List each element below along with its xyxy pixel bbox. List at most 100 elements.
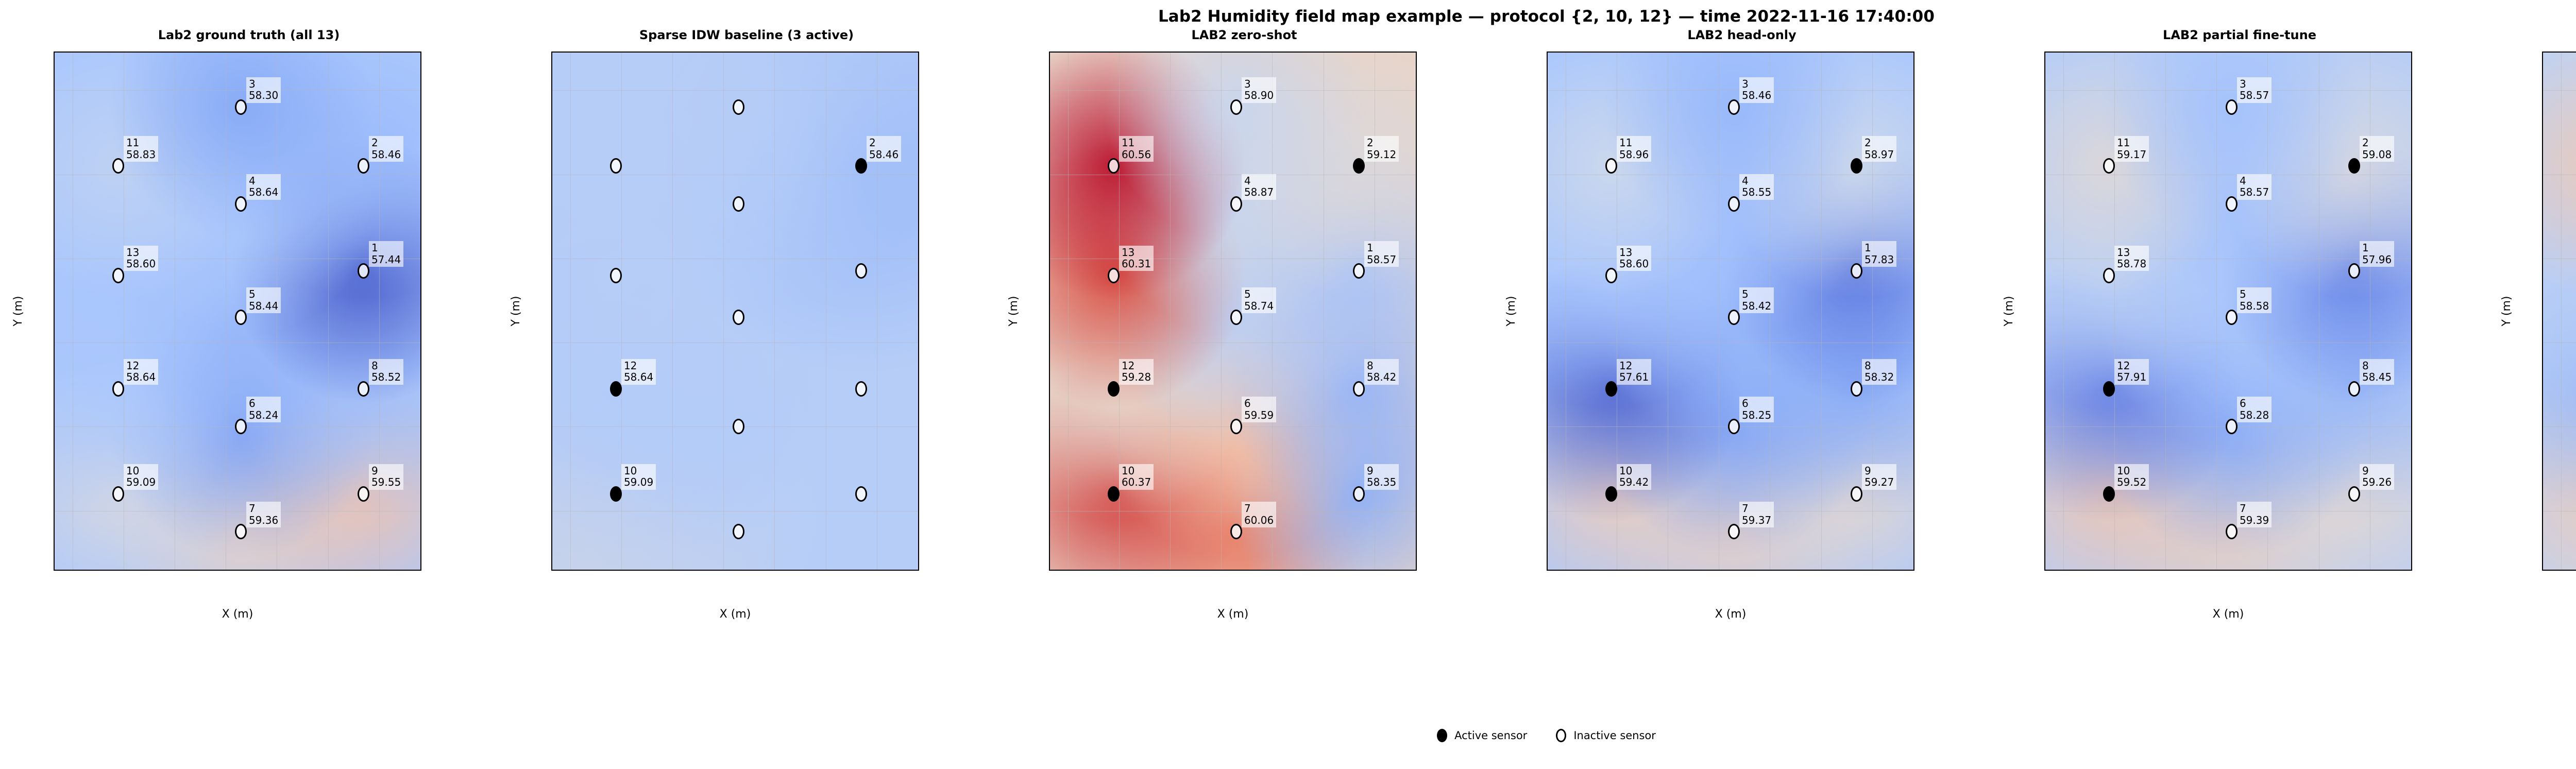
sensor-id: 3 (1741, 78, 1749, 91)
sensor-marker-inactive[interactable] (1353, 486, 1365, 502)
sensor-marker-inactive[interactable] (358, 486, 370, 502)
sensor-marker-inactive[interactable] (112, 486, 125, 502)
sensor-marker-inactive[interactable] (235, 419, 247, 435)
sensor-value-label: 8 58.52 (368, 358, 404, 385)
x-axis-label: X (m) (719, 608, 751, 621)
sensor-marker-inactive[interactable] (1353, 381, 1365, 397)
sensor-marker-inactive[interactable] (1728, 196, 1740, 212)
sensor-value-label: 4 58.87 (1241, 174, 1277, 200)
sensor-value: 58.46 (869, 148, 899, 161)
sensor-marker-inactive[interactable] (733, 524, 745, 540)
sensor-value: 59.12 (1366, 148, 1397, 161)
sensor-marker-inactive[interactable] (1108, 267, 1120, 283)
sensor-marker-inactive[interactable] (1353, 263, 1365, 279)
sensor-value-label: 10 59.42 (1616, 464, 1652, 490)
sensor-id: 1 (1864, 242, 1871, 254)
sensor-marker-inactive[interactable] (733, 99, 745, 115)
sensor-marker-inactive[interactable] (733, 419, 745, 435)
sensor-marker-inactive[interactable] (733, 196, 745, 212)
sensor-marker-inactive[interactable] (2226, 310, 2238, 326)
sensor-marker-inactive[interactable] (1728, 310, 1740, 326)
sensor-marker-inactive[interactable] (1605, 267, 1618, 283)
sensor-value: 58.58 (2239, 299, 2269, 312)
sensor-marker-inactive[interactable] (733, 310, 745, 326)
sensor-marker-inactive[interactable] (112, 158, 125, 174)
sensor-value-label: 2 59.08 (2359, 136, 2395, 162)
sensor-marker-inactive[interactable] (2226, 524, 2238, 540)
sensor-marker-active[interactable] (1108, 486, 1120, 502)
sensor-marker-active[interactable] (610, 381, 622, 397)
sensor-marker-inactive[interactable] (610, 267, 622, 283)
sensor-id: 4 (1244, 174, 1251, 187)
sensor-marker-inactive[interactable] (235, 196, 247, 212)
sensor-marker-active[interactable] (1605, 486, 1618, 502)
sensor-marker-inactive[interactable] (1230, 310, 1243, 326)
sensor-marker-active[interactable] (2103, 486, 2115, 502)
sensor-marker-inactive[interactable] (1230, 99, 1243, 115)
sensor-marker-inactive[interactable] (1851, 263, 1863, 279)
panel-3: LAB2 zero-shot 3 58.90 11 60.56 2 59.12 4 58.87 1… (995, 21, 1493, 664)
sensor-marker-inactive[interactable] (2348, 381, 2361, 397)
sensor-marker-active[interactable] (1605, 381, 1618, 397)
sensor-id: 11 (1121, 136, 1135, 149)
sensor-marker-inactive[interactable] (358, 381, 370, 397)
sensor-marker-inactive[interactable] (112, 267, 125, 283)
sensor-marker-inactive[interactable] (358, 263, 370, 279)
sensor-marker-inactive[interactable] (1108, 158, 1120, 174)
sensor-id: 8 (2362, 359, 2369, 372)
sensor-value-label: 3 58.57 (2236, 77, 2272, 103)
sensor-marker-inactive[interactable] (2348, 263, 2361, 279)
sensor-marker-inactive[interactable] (358, 158, 370, 174)
sensor-marker-inactive[interactable] (235, 310, 247, 326)
sensor-marker-active[interactable] (2348, 158, 2361, 174)
sensor-value: 58.44 (248, 299, 279, 312)
sensor-marker-inactive[interactable] (235, 524, 247, 540)
gridline-vertical (2561, 53, 2562, 570)
sensor-value: 59.09 (623, 476, 654, 489)
sensor-value-label: 7 59.37 (1739, 502, 1774, 528)
sensor-marker-inactive[interactable] (2348, 486, 2361, 502)
sensor-marker-active[interactable] (1108, 381, 1120, 397)
sensor-id: 10 (126, 465, 140, 477)
sensor-marker-inactive[interactable] (2226, 99, 2238, 115)
sensor-marker-inactive[interactable] (2226, 419, 2238, 435)
sensor-value: 59.59 (1244, 408, 1274, 421)
sensor-value-label: 13 58.60 (1616, 245, 1652, 271)
sensor-value: 59.42 (1619, 476, 1649, 489)
sensor-marker-inactive[interactable] (1728, 419, 1740, 435)
sensor-value-label: 13 58.60 (123, 245, 159, 271)
sensor-marker-active[interactable] (610, 486, 622, 502)
sensor-id: 4 (1741, 174, 1749, 187)
sensor-marker-inactive[interactable] (1851, 486, 1863, 502)
sensor-value-label: 12 59.28 (1118, 358, 1154, 385)
legend-item-active: Active sensor (1437, 729, 1527, 742)
sensor-marker-inactive[interactable] (1851, 381, 1863, 397)
sensor-marker-inactive[interactable] (1605, 158, 1618, 174)
sensor-marker-active[interactable] (1353, 158, 1365, 174)
sensor-id: 5 (248, 288, 256, 301)
sensor-value-label: 4 58.57 (2236, 174, 2272, 200)
sensor-marker-inactive[interactable] (112, 381, 125, 397)
sensor-marker-inactive[interactable] (1230, 196, 1243, 212)
sensor-marker-inactive[interactable] (1728, 99, 1740, 115)
panel-title: Lab2 ground truth (all 13) (158, 28, 340, 42)
sensor-marker-active[interactable] (2103, 381, 2115, 397)
sensor-marker-inactive[interactable] (1230, 419, 1243, 435)
sensor-marker-inactive[interactable] (1728, 524, 1740, 540)
sensor-marker-inactive[interactable] (2103, 267, 2115, 283)
sensor-marker-inactive[interactable] (1230, 524, 1243, 540)
sensor-marker-inactive[interactable] (610, 158, 622, 174)
sensor-marker-active[interactable] (1851, 158, 1863, 174)
sensor-marker-inactive[interactable] (2103, 158, 2115, 174)
sensor-marker-inactive[interactable] (855, 381, 868, 397)
sensor-marker-inactive[interactable] (855, 263, 868, 279)
sensor-marker-inactive[interactable] (2226, 196, 2238, 212)
sensor-marker-inactive[interactable] (235, 99, 247, 115)
x-axis-label: X (m) (2542, 608, 2576, 621)
legend-label-active: Active sensor (1454, 729, 1528, 742)
sensor-value: 58.57 (2239, 89, 2269, 102)
sensor-marker-active[interactable] (855, 158, 868, 174)
sensor-marker-inactive[interactable] (855, 486, 868, 502)
sensor-value: 58.25 (1741, 408, 1772, 421)
